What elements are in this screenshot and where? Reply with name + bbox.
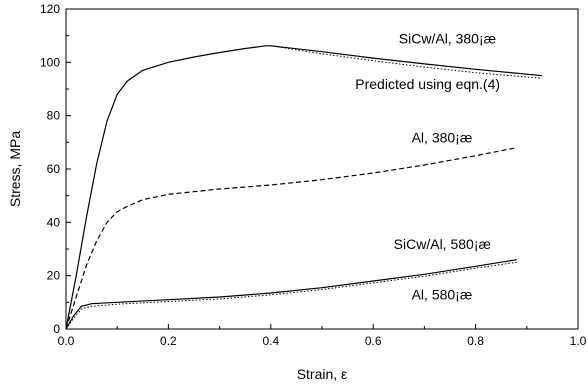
x-tick-label: 0.0 <box>58 334 75 348</box>
annotation-4: Al, 580¡æ <box>412 287 473 303</box>
x-tick-label: 0.6 <box>365 334 382 348</box>
x-tick-label: 0.4 <box>262 334 279 348</box>
x-axis-title: Strain, ε <box>297 366 348 382</box>
x-tick-label: 0.8 <box>467 334 484 348</box>
annotation-2: Al, 380¡æ <box>412 129 473 145</box>
y-tick-label: 40 <box>47 215 61 229</box>
y-tick-label: 60 <box>47 162 61 176</box>
y-axis-title: Stress, MPa <box>7 131 23 207</box>
y-tick-label: 20 <box>47 269 61 283</box>
series-line-1 <box>270 45 543 79</box>
series-line-2 <box>65 147 517 330</box>
plot-area: 0.0 0.2 0.4 0.6 0.8 1.0 0 20 40 60 80 100 120 SiCw/A… <box>40 2 587 348</box>
series-line-3 <box>65 259 517 330</box>
plot-frame <box>65 8 579 330</box>
y-tick-label: 120 <box>40 2 60 16</box>
y-tick-label: 80 <box>47 109 61 123</box>
tick-labels: 0.0 0.2 0.4 0.6 0.8 1.0 0 20 40 60 80 100 120 <box>40 2 587 348</box>
data-series <box>65 45 543 330</box>
annotation-0: SiCw/Al, 380¡æ <box>399 31 496 47</box>
x-tick-label: 1.0 <box>570 334 587 348</box>
series-annotations: SiCw/Al, 380¡æ Predicted using eqn.(4) Al,… <box>355 31 500 303</box>
series-line-4 <box>65 261 517 330</box>
y-tick-label: 0 <box>53 322 60 336</box>
annotation-3: SiCw/Al, 580¡æ <box>394 236 491 252</box>
annotation-1: Predicted using eqn.(4) <box>355 76 500 92</box>
axis-ticks <box>65 8 579 330</box>
y-tick-label: 100 <box>40 55 60 69</box>
series-line-0 <box>65 45 543 330</box>
x-tick-label: 0.2 <box>160 334 177 348</box>
